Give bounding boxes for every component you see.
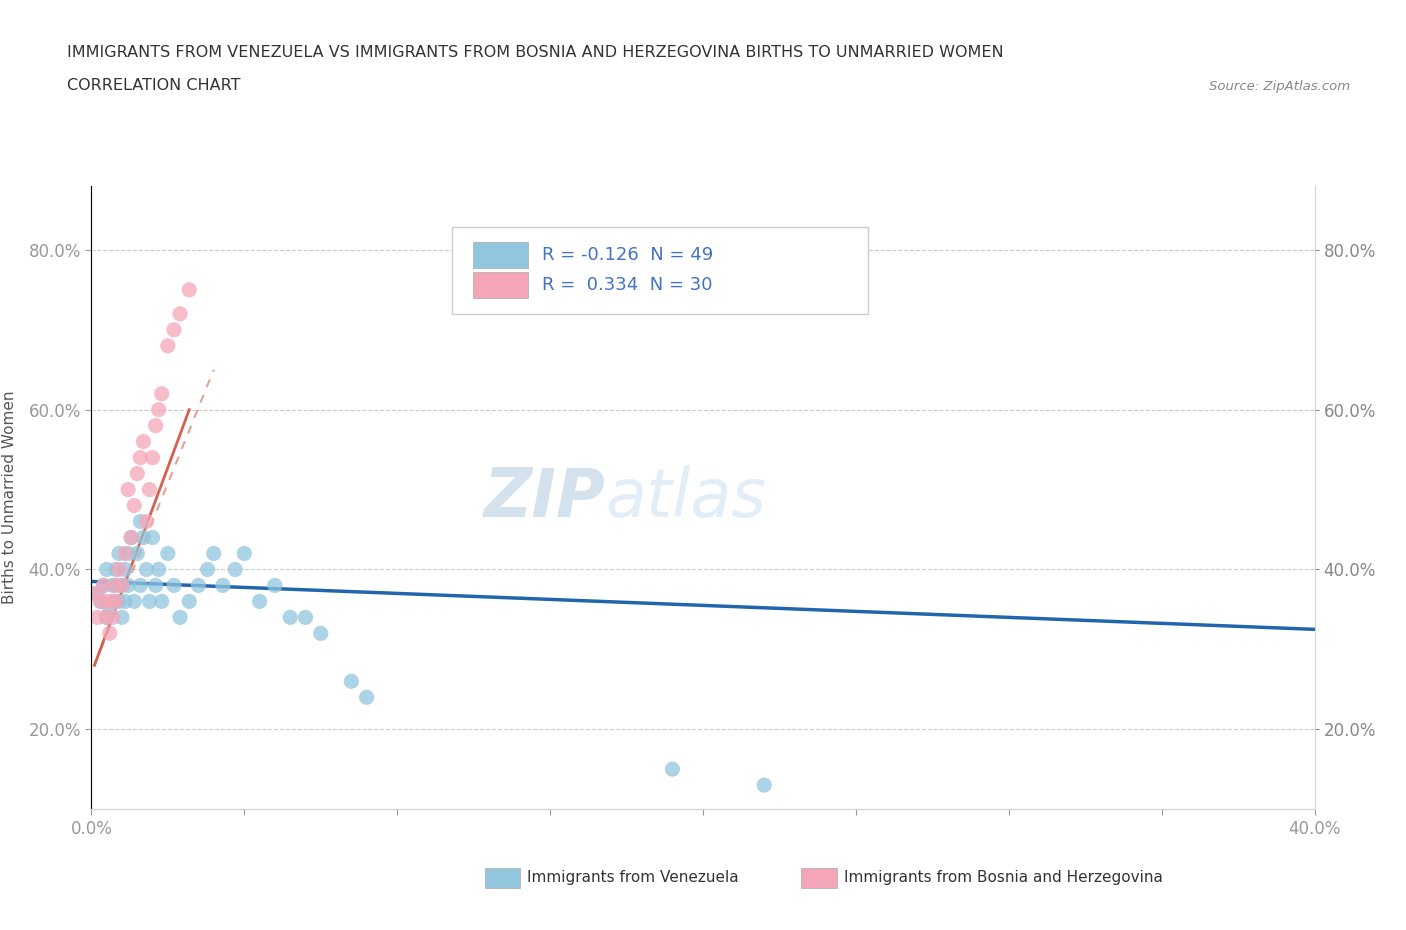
Point: [104, 594, 127, 609]
Point: [150, 594, 173, 609]
Point: [114, 562, 136, 577]
Point: [294, 610, 316, 625]
Point: [202, 546, 225, 561]
Point: [114, 594, 136, 609]
Point: [108, 562, 131, 577]
Text: ZIP: ZIP: [484, 465, 605, 530]
Point: [104, 578, 127, 592]
Point: [150, 386, 173, 401]
Point: [104, 562, 127, 577]
Point: [156, 546, 179, 561]
Point: [138, 482, 160, 497]
Point: [148, 562, 170, 577]
Point: [141, 450, 163, 465]
Point: [98, 602, 121, 617]
Point: [132, 434, 155, 449]
FancyBboxPatch shape: [472, 242, 529, 268]
Point: [90, 594, 112, 609]
Point: [754, 777, 776, 792]
Point: [93, 578, 115, 592]
Point: [96, 610, 118, 625]
Point: [197, 562, 219, 577]
Text: CORRELATION CHART: CORRELATION CHART: [67, 78, 240, 93]
Point: [169, 610, 191, 625]
Point: [108, 594, 131, 609]
Point: [135, 562, 157, 577]
Text: atlas: atlas: [605, 465, 766, 530]
Point: [101, 594, 124, 609]
Point: [108, 546, 131, 561]
Point: [661, 762, 683, 777]
Point: [138, 594, 160, 609]
Point: [129, 514, 152, 529]
Text: Immigrants from Venezuela: Immigrants from Venezuela: [527, 870, 740, 885]
Point: [141, 530, 163, 545]
Point: [212, 578, 235, 592]
Point: [120, 530, 142, 545]
Point: [101, 594, 124, 609]
Point: [224, 562, 246, 577]
Point: [96, 610, 118, 625]
Point: [340, 674, 363, 689]
Text: R =  0.334  N = 30: R = 0.334 N = 30: [541, 276, 711, 294]
Point: [96, 594, 118, 609]
Point: [309, 626, 332, 641]
Point: [135, 514, 157, 529]
Point: [98, 626, 121, 641]
Point: [86, 586, 108, 601]
Text: R = -0.126  N = 49: R = -0.126 N = 49: [541, 246, 713, 263]
Point: [249, 594, 271, 609]
Point: [179, 594, 201, 609]
Point: [117, 546, 139, 561]
Point: [169, 306, 191, 321]
Point: [117, 578, 139, 592]
Point: [132, 530, 155, 545]
Point: [111, 578, 134, 592]
Point: [101, 610, 124, 625]
Text: IMMIGRANTS FROM VENEZUELA VS IMMIGRANTS FROM BOSNIA AND HERZEGOVINA BIRTHS TO UN: IMMIGRANTS FROM VENEZUELA VS IMMIGRANTS …: [67, 46, 1004, 60]
Point: [83, 586, 105, 601]
Point: [104, 578, 127, 592]
Point: [96, 562, 118, 577]
Point: [278, 610, 301, 625]
Point: [90, 594, 112, 609]
Point: [117, 482, 139, 497]
Point: [163, 323, 186, 338]
Point: [122, 594, 145, 609]
Point: [163, 578, 186, 592]
Point: [356, 690, 378, 705]
Point: [122, 498, 145, 513]
Point: [129, 450, 152, 465]
Point: [145, 418, 167, 433]
Point: [120, 530, 142, 545]
Point: [111, 578, 134, 592]
Point: [148, 403, 170, 418]
Point: [114, 546, 136, 561]
Point: [179, 283, 201, 298]
Point: [264, 578, 287, 592]
FancyBboxPatch shape: [453, 227, 868, 313]
Point: [127, 546, 149, 561]
Y-axis label: Births to Unmarried Women: Births to Unmarried Women: [3, 391, 17, 604]
Point: [93, 578, 115, 592]
FancyBboxPatch shape: [472, 272, 529, 299]
Text: Source: ZipAtlas.com: Source: ZipAtlas.com: [1209, 80, 1350, 93]
Point: [145, 578, 167, 592]
Point: [111, 610, 134, 625]
Point: [233, 546, 256, 561]
Text: Immigrants from Bosnia and Herzegovina: Immigrants from Bosnia and Herzegovina: [844, 870, 1163, 885]
Point: [127, 466, 149, 481]
Point: [156, 339, 179, 353]
Point: [187, 578, 209, 592]
Point: [86, 610, 108, 625]
Point: [129, 578, 152, 592]
Point: [101, 578, 124, 592]
